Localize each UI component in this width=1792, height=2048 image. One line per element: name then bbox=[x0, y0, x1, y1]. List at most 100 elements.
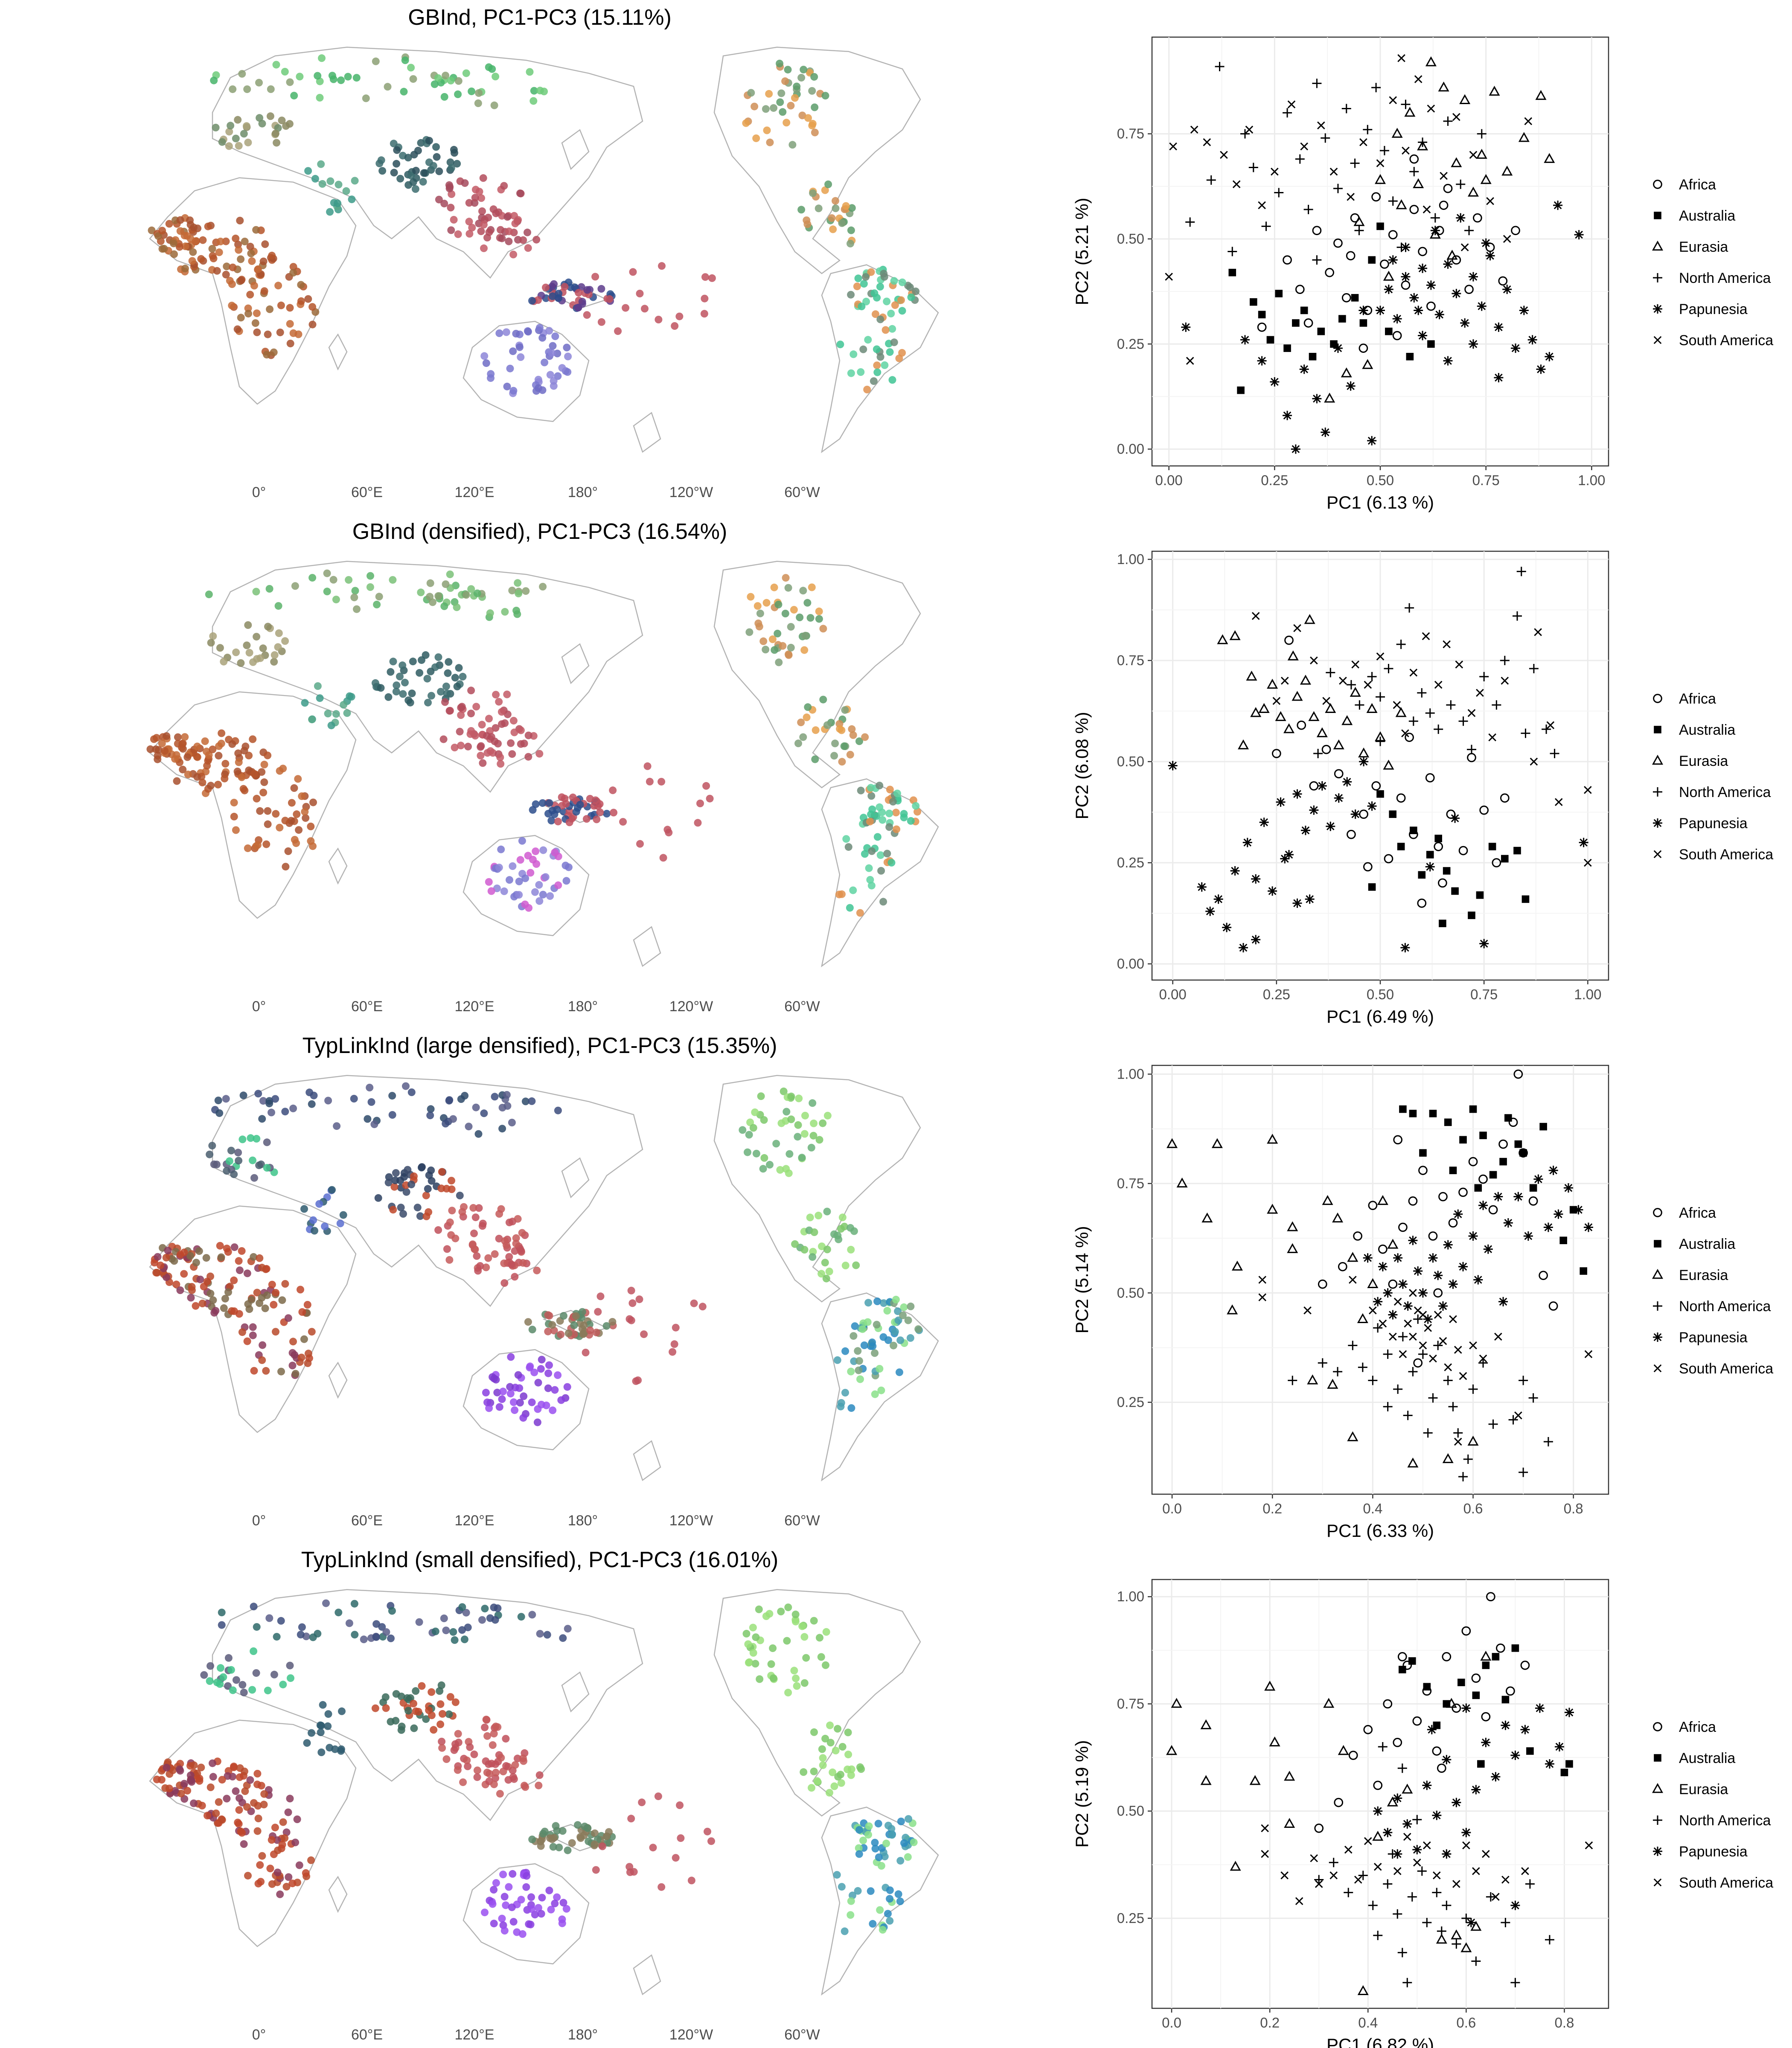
point-asterisk bbox=[1240, 335, 1250, 345]
point-asterisk bbox=[1653, 1847, 1662, 1856]
point-triangle bbox=[1287, 650, 1299, 660]
language-point bbox=[203, 762, 211, 770]
language-point bbox=[856, 1375, 864, 1383]
language-point bbox=[262, 1367, 270, 1375]
point-asterisk bbox=[1222, 922, 1232, 932]
point-cross bbox=[1389, 1332, 1397, 1341]
x-tick-label: 0.00 bbox=[1155, 472, 1183, 488]
language-point bbox=[270, 1670, 278, 1679]
language-point bbox=[207, 1662, 214, 1670]
language-point bbox=[387, 668, 395, 676]
language-point bbox=[298, 1623, 306, 1631]
point-cross bbox=[1397, 54, 1405, 62]
language-point bbox=[404, 1707, 412, 1715]
language-point bbox=[487, 374, 495, 382]
language-point bbox=[297, 281, 305, 289]
language-point bbox=[249, 1323, 257, 1331]
language-point bbox=[253, 1770, 262, 1777]
language-point bbox=[422, 1191, 430, 1199]
point-triangle bbox=[1341, 715, 1353, 725]
language-point bbox=[480, 221, 488, 229]
language-point bbox=[823, 1207, 831, 1216]
point-cross bbox=[1393, 701, 1401, 709]
language-point bbox=[854, 274, 862, 282]
legend-key bbox=[1653, 273, 1662, 282]
language-point bbox=[514, 1371, 522, 1379]
language-point bbox=[544, 1327, 552, 1335]
language-point bbox=[224, 1654, 233, 1662]
language-point bbox=[300, 1205, 308, 1213]
language-point bbox=[518, 1229, 526, 1237]
language-point bbox=[583, 286, 591, 294]
language-point bbox=[236, 1266, 244, 1274]
language-point bbox=[489, 1900, 497, 1908]
language-point bbox=[370, 1120, 378, 1129]
language-point bbox=[669, 1348, 677, 1356]
language-point bbox=[677, 1834, 685, 1842]
longitude-label: 120°W bbox=[669, 998, 713, 1015]
x-tick-label: 1.00 bbox=[1574, 986, 1601, 1002]
language-point bbox=[860, 1341, 868, 1349]
x-tick-label: 0.25 bbox=[1261, 472, 1288, 488]
language-point bbox=[228, 280, 236, 288]
y-tick-label: 0.50 bbox=[1117, 1803, 1144, 1819]
language-point bbox=[553, 1827, 561, 1835]
language-point bbox=[819, 1761, 827, 1769]
language-point bbox=[234, 116, 242, 124]
language-point bbox=[492, 1760, 500, 1768]
language-point bbox=[509, 717, 518, 725]
language-point bbox=[554, 1106, 562, 1114]
point-cross bbox=[1261, 1824, 1269, 1833]
language-point bbox=[439, 1710, 446, 1718]
language-point bbox=[407, 1088, 416, 1096]
language-point bbox=[404, 154, 412, 162]
language-point bbox=[876, 803, 884, 811]
language-point bbox=[757, 1092, 765, 1100]
point-plus bbox=[1363, 125, 1373, 134]
language-point bbox=[582, 1349, 590, 1356]
point-plus bbox=[1373, 1323, 1383, 1333]
point-triangle bbox=[1366, 703, 1378, 713]
language-point bbox=[526, 68, 534, 76]
language-point bbox=[817, 1653, 825, 1661]
language-point bbox=[351, 1631, 359, 1639]
longitude-label: 60°E bbox=[351, 2027, 383, 2043]
point-circle bbox=[1464, 285, 1474, 294]
language-point bbox=[434, 592, 442, 600]
point-circle bbox=[1341, 293, 1351, 303]
language-point bbox=[429, 162, 437, 170]
language-point bbox=[232, 134, 240, 143]
language-point bbox=[232, 234, 240, 242]
language-point bbox=[907, 817, 915, 825]
language-point bbox=[830, 1782, 838, 1790]
language-point bbox=[176, 1251, 184, 1259]
language-point bbox=[641, 305, 649, 313]
language-point bbox=[762, 646, 770, 654]
point-asterisk bbox=[1574, 1205, 1583, 1215]
point-cross bbox=[1494, 1332, 1502, 1341]
language-point bbox=[815, 204, 823, 212]
language-point bbox=[290, 92, 298, 100]
point-plus bbox=[1383, 1349, 1393, 1359]
language-point bbox=[224, 1288, 232, 1296]
language-point bbox=[399, 690, 407, 698]
point-circle bbox=[1383, 1699, 1393, 1709]
language-point bbox=[509, 862, 517, 870]
language-point bbox=[474, 1267, 482, 1275]
language-point bbox=[597, 285, 605, 293]
y-tick-label: 0.75 bbox=[1117, 126, 1144, 142]
point-triangle bbox=[1413, 178, 1424, 189]
language-point bbox=[442, 72, 450, 79]
language-point bbox=[505, 1253, 513, 1261]
language-point bbox=[243, 85, 251, 93]
point-cross bbox=[1364, 1837, 1372, 1845]
language-point bbox=[558, 364, 566, 372]
language-point bbox=[308, 716, 316, 724]
point-cross bbox=[1440, 172, 1448, 180]
language-point bbox=[763, 126, 771, 134]
language-point bbox=[528, 1398, 536, 1406]
legend-key bbox=[1653, 1878, 1662, 1887]
language-point bbox=[862, 297, 870, 305]
language-point bbox=[479, 1219, 487, 1228]
